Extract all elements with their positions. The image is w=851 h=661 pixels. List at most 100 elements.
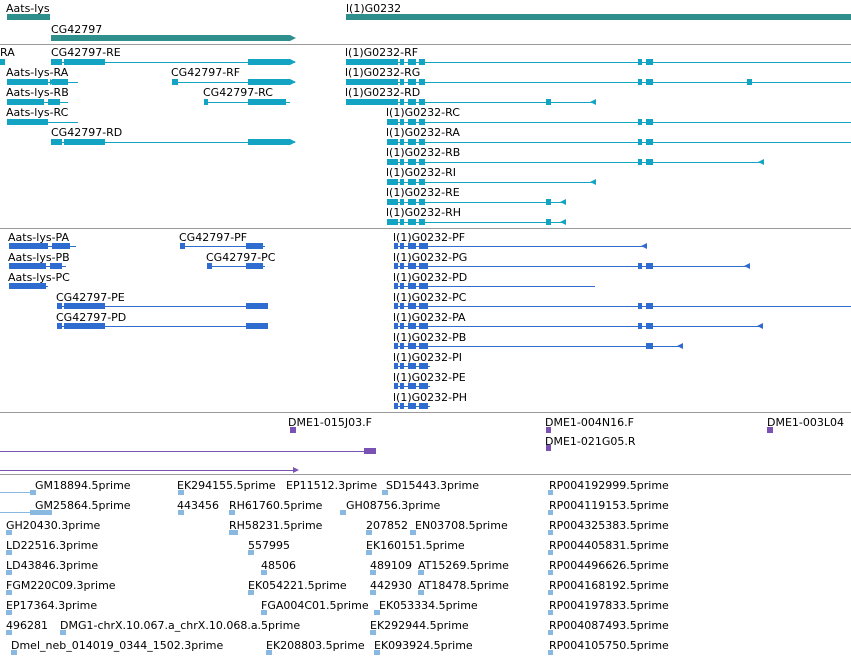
intron-line bbox=[51, 61, 295, 63]
feature-label: l(1)G0232-PD bbox=[393, 271, 468, 284]
feature-est[interactable]: RP004325383.5prime bbox=[0, 475, 851, 535]
feature-est[interactable]: RP004405831.5prime bbox=[0, 475, 851, 555]
feature-est[interactable]: RP004197833.5prime bbox=[0, 475, 851, 615]
feature-label: CG42797-PD bbox=[56, 311, 127, 324]
feature-est[interactable]: 442930 bbox=[0, 475, 851, 595]
feature-est[interactable]: EK160151.5prime bbox=[0, 475, 851, 555]
feature-label: RP004105750.5prime bbox=[549, 639, 669, 652]
feature-est[interactable]: EP11512.3prime bbox=[0, 475, 851, 495]
feature-est[interactable]: FGA004C01.5prime bbox=[0, 475, 851, 615]
feature-transcript[interactable]: CG42797-RC bbox=[0, 45, 851, 105]
feature-protein[interactable]: l(1)G0232-PA bbox=[0, 229, 851, 329]
feature-transcript[interactable]: l(1)G0232-RG bbox=[0, 45, 851, 85]
feature-est[interactable]: FGM220C09.3prime bbox=[0, 475, 851, 595]
feature-protein[interactable]: Aats-lys-PC bbox=[0, 229, 851, 289]
feature-est[interactable]: RP004105750.5prime bbox=[0, 475, 851, 655]
feature-est[interactable]: EK294155.5prime bbox=[0, 475, 851, 495]
feature-transcript[interactable]: l(1)G0232-RD bbox=[0, 45, 851, 105]
feature-transcript[interactable]: l(1)G0232-RE bbox=[0, 45, 851, 205]
feature-est[interactable]: RP004119153.5prime bbox=[0, 475, 851, 515]
feature-protein[interactable]: l(1)G0232-PH bbox=[0, 229, 851, 409]
feature-label: l(1)G0232-RF bbox=[345, 46, 419, 59]
feature-est[interactable]: EK054221.5prime bbox=[0, 475, 851, 595]
feature-clone[interactable]: DME1-003L04 bbox=[0, 413, 851, 433]
exon-block bbox=[52, 79, 68, 85]
feature-est[interactable]: RH58231.5prime bbox=[0, 475, 851, 535]
exon-block bbox=[548, 509, 553, 515]
feature-gene[interactable]: l(1)G0232 bbox=[0, 0, 851, 20]
feature-transcript[interactable]: l(1)G0232-RH bbox=[0, 45, 851, 225]
feature-est[interactable]: RH61760.5prime bbox=[0, 475, 851, 515]
feature-transcript[interactable]: l(1)G0232-RB bbox=[0, 45, 851, 165]
feature-transcript[interactable]: RA bbox=[0, 45, 851, 65]
feature-est[interactable]: LD43846.3prime bbox=[0, 475, 851, 575]
feature-est[interactable]: 443456 bbox=[0, 475, 851, 515]
feature-protein[interactable]: Aats-lys-PB bbox=[0, 229, 851, 269]
feature-est[interactable]: Dmel_neb_014019_0344_1502.3prime bbox=[0, 475, 851, 655]
exon-block bbox=[400, 323, 404, 329]
feature-est[interactable]: EK292944.5prime bbox=[0, 475, 851, 635]
feature-protein[interactable]: l(1)G0232-PE bbox=[0, 229, 851, 389]
feature-est[interactable]: EK093924.5prime bbox=[0, 475, 851, 655]
feature-clone[interactable]: DME1-004N16.F bbox=[0, 413, 851, 433]
feature-est[interactable]: 207852 bbox=[0, 475, 851, 535]
feature-est[interactable]: 557995 bbox=[0, 475, 851, 555]
feature-est[interactable]: 496281 bbox=[0, 475, 851, 635]
feature-est[interactable]: AT15269.5prime bbox=[0, 475, 851, 575]
feature-protein[interactable]: l(1)G0232-PB bbox=[0, 229, 851, 349]
feature-est[interactable]: GH20430.3prime bbox=[0, 475, 851, 535]
feature-label: l(1)G0232-RG bbox=[345, 66, 421, 79]
feature-clone[interactable] bbox=[0, 413, 851, 473]
feature-est[interactable]: GM18894.5prime bbox=[0, 475, 851, 495]
feature-est[interactable]: 489109 bbox=[0, 475, 851, 575]
feature-est[interactable]: RP004168192.5prime bbox=[0, 475, 851, 595]
feature-gene[interactable]: Aats-lys bbox=[0, 0, 851, 20]
feature-protein[interactable]: CG42797-PC bbox=[0, 229, 851, 269]
feature-protein[interactable]: l(1)G0232-PI bbox=[0, 229, 851, 369]
feature-est[interactable]: 48506 bbox=[0, 475, 851, 575]
feature-protein[interactable]: Aats-lys-PA bbox=[0, 229, 851, 249]
feature-clone[interactable]: DME1-021G05.R bbox=[0, 413, 851, 451]
feature-est[interactable]: DMG1-chrX.10.067.a_chrX.10.068.a.5prime bbox=[0, 475, 851, 635]
feature-est[interactable]: GH08756.3prime bbox=[0, 475, 851, 515]
feature-transcript[interactable]: Aats-lys-RB bbox=[0, 45, 851, 105]
feature-transcript[interactable]: CG42797-RE bbox=[0, 45, 851, 65]
feature-est[interactable]: EP17364.3prime bbox=[0, 475, 851, 615]
feature-est[interactable]: GM25864.5prime bbox=[0, 475, 851, 515]
feature-label: Aats-lys bbox=[6, 2, 50, 15]
feature-protein[interactable]: l(1)G0232-PC bbox=[0, 229, 851, 309]
exon-block bbox=[419, 243, 428, 249]
feature-est[interactable]: EN03708.5prime bbox=[0, 475, 851, 535]
feature-transcript[interactable]: Aats-lys-RC bbox=[0, 45, 851, 125]
feature-est[interactable]: EK208803.5prime bbox=[0, 475, 851, 655]
feature-est[interactable]: RP004496626.5prime bbox=[0, 475, 851, 575]
feature-protein[interactable]: CG42797-PE bbox=[0, 229, 851, 309]
exon-block bbox=[400, 179, 404, 185]
feature-protein[interactable]: l(1)G0232-PG bbox=[0, 229, 851, 269]
feature-transcript[interactable]: Aats-lys-RA bbox=[0, 45, 851, 85]
feature-est[interactable]: SD15443.3prime bbox=[0, 475, 851, 495]
feature-protein[interactable]: CG42797-PF bbox=[0, 229, 851, 249]
feature-est[interactable]: RP004192999.5prime bbox=[0, 475, 851, 495]
feature-transcript[interactable]: CG42797-RF bbox=[0, 45, 851, 85]
feature-transcript[interactable]: l(1)G0232-RC bbox=[0, 45, 851, 125]
feature-transcript[interactable]: l(1)G0232-RI bbox=[0, 45, 851, 185]
feature-protein[interactable]: l(1)G0232-PD bbox=[0, 229, 851, 289]
exon-block bbox=[346, 99, 398, 105]
feature-protein[interactable]: CG42797-PD bbox=[0, 229, 851, 329]
feature-est[interactable]: RP004087493.5prime bbox=[0, 475, 851, 635]
feature-transcript[interactable]: l(1)G0232-RF bbox=[0, 45, 851, 65]
feature-transcript[interactable]: CG42797-RD bbox=[0, 45, 851, 145]
exon-block bbox=[7, 99, 44, 105]
feature-label: 207852 bbox=[366, 519, 408, 532]
feature-est[interactable]: LD22516.3prime bbox=[0, 475, 851, 555]
feature-clone[interactable]: DME1-015J03.F bbox=[0, 413, 851, 433]
feature-protein[interactable]: l(1)G0232-PF bbox=[0, 229, 851, 249]
feature-clone[interactable] bbox=[0, 413, 851, 454]
exon-block bbox=[266, 649, 272, 655]
feature-est[interactable]: AT18478.5prime bbox=[0, 475, 851, 595]
feature-est[interactable]: EK053334.5prime bbox=[0, 475, 851, 615]
exon-block bbox=[178, 489, 184, 495]
feature-transcript[interactable]: l(1)G0232-RA bbox=[0, 45, 851, 145]
feature-gene[interactable]: CG42797 bbox=[0, 0, 851, 41]
